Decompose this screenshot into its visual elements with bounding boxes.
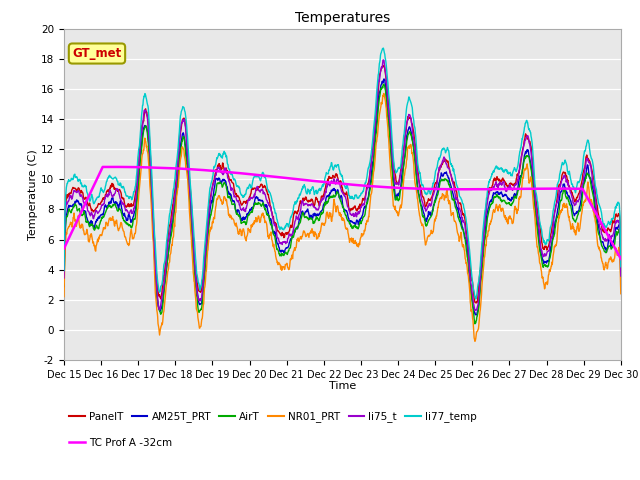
Y-axis label: Temperature (C): Temperature (C) — [28, 149, 38, 240]
X-axis label: Time: Time — [329, 381, 356, 391]
Text: GT_met: GT_met — [72, 47, 122, 60]
Title: Temperatures: Temperatures — [295, 11, 390, 25]
Legend: TC Prof A -32cm: TC Prof A -32cm — [69, 438, 172, 448]
